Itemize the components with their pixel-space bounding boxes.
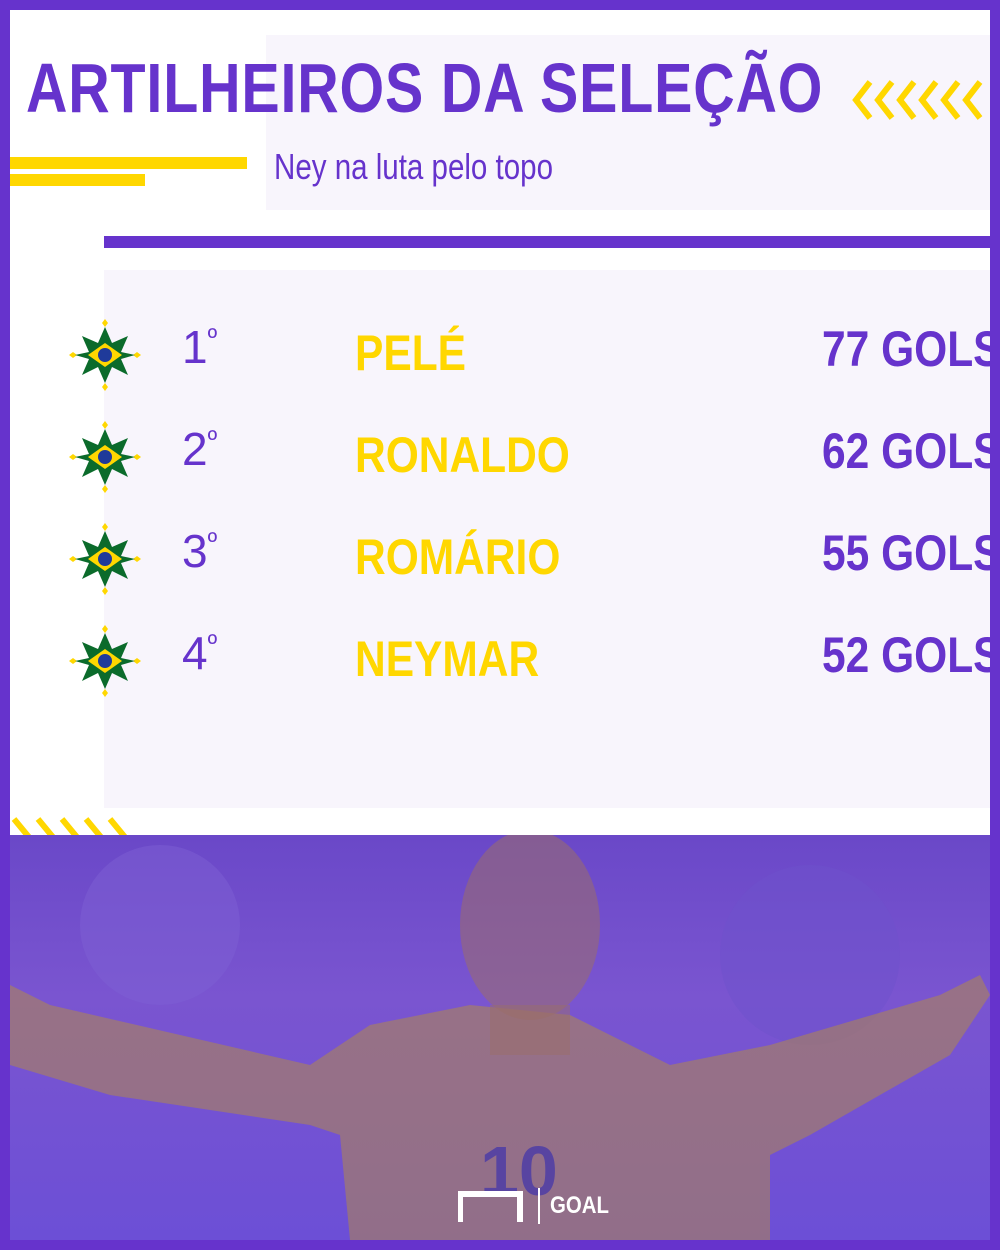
rank-suffix: º bbox=[207, 322, 218, 352]
brazil-flag-star-icon bbox=[65, 621, 145, 701]
decorative-yellow-bar bbox=[10, 174, 145, 186]
divider bbox=[104, 236, 990, 248]
player-photo: 10 bbox=[10, 835, 990, 1240]
brazil-flag-star-icon bbox=[65, 519, 145, 599]
brazil-flag-star-icon bbox=[65, 417, 145, 497]
subtitle: Ney na luta pelo topo bbox=[274, 146, 554, 187]
page-title: ARTILHEIROS DA SELEÇÃO bbox=[26, 49, 824, 127]
rank-suffix: º bbox=[207, 628, 218, 658]
chevron-left-icon bbox=[852, 80, 983, 120]
rank: 3º bbox=[182, 524, 217, 578]
decorative-yellow-bar bbox=[10, 157, 247, 169]
goal-logo: GOAL bbox=[458, 1188, 619, 1224]
player-silhouette: 10 bbox=[10, 835, 990, 1240]
goal-logo-text: GOAL bbox=[550, 1192, 609, 1219]
rank-suffix: º bbox=[207, 424, 218, 454]
rank: 2º bbox=[182, 422, 217, 476]
rank-number: 1 bbox=[182, 321, 208, 373]
rank-number: 2 bbox=[182, 423, 208, 475]
rank-number: 4 bbox=[182, 627, 208, 679]
ranking-list bbox=[104, 270, 990, 808]
brazil-flag-star-icon bbox=[65, 315, 145, 395]
rank-suffix: º bbox=[207, 526, 218, 556]
rank: 1º bbox=[182, 320, 217, 374]
ranking-row: 1º PELÉ 77 GOLS bbox=[10, 319, 990, 400]
infographic: ARTILHEIROS DA SELEÇÃO Ney na luta pelo … bbox=[10, 10, 990, 1240]
goal-count: 62 GOLS bbox=[822, 423, 990, 479]
player-name: NEYMAR bbox=[355, 631, 540, 687]
player-name: PELÉ bbox=[355, 325, 467, 381]
player-name: RONALDO bbox=[355, 427, 570, 483]
rank: 4º bbox=[182, 626, 217, 680]
goal-count: 55 GOLS bbox=[822, 525, 990, 581]
player-name: ROMÁRIO bbox=[355, 529, 561, 585]
goal-count: 52 GOLS bbox=[822, 627, 990, 683]
ranking-row: 3º ROMÁRIO 55 GOLS bbox=[10, 523, 990, 604]
goal-logo-icon bbox=[458, 1191, 523, 1222]
rank-number: 3 bbox=[182, 525, 208, 577]
header-background bbox=[266, 35, 990, 210]
ranking-row: 4º NEYMAR 52 GOLS bbox=[10, 625, 990, 706]
ranking-row: 2º RONALDO 62 GOLS bbox=[10, 421, 990, 502]
goal-count: 77 GOLS bbox=[822, 321, 990, 377]
